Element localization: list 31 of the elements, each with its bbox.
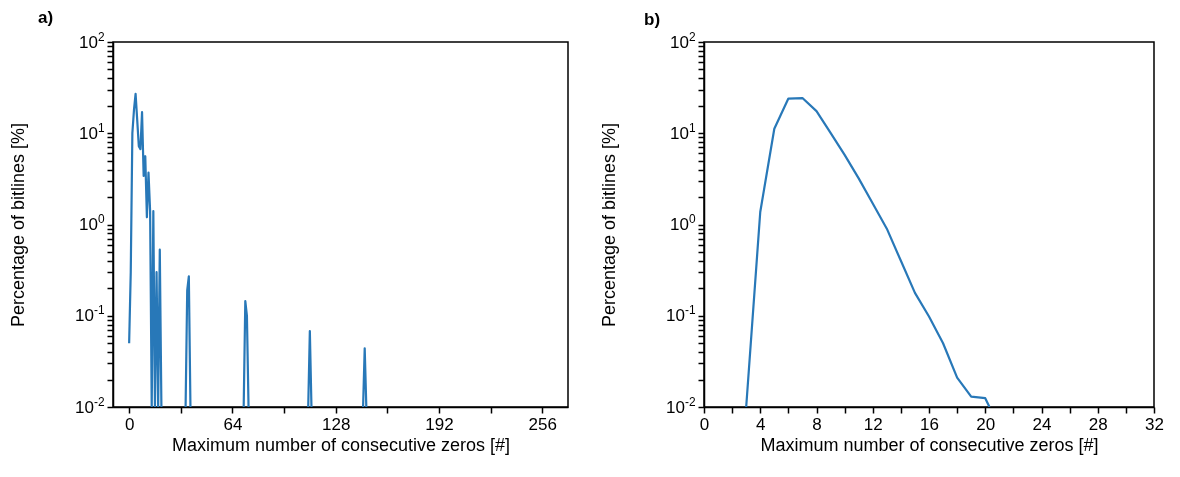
x-tick-label: 4 (756, 414, 766, 434)
x-tick-label: 32 (1145, 414, 1164, 434)
x-tick-label: 64 (223, 414, 243, 434)
line-series (745, 96, 991, 407)
x-tick-label: 128 (321, 414, 351, 434)
x-tick-label: 16 (920, 414, 939, 434)
x-tick-label: 12 (863, 414, 883, 434)
x-tick-label: 28 (1088, 414, 1108, 434)
y-tick-label: 10$^{0}$ (78, 212, 105, 234)
y-axis-title: Percentage of bitlines [%] (8, 122, 29, 328)
y-tick-label: 10$^{-1}$ (75, 303, 105, 326)
x-tick-label: 20 (976, 414, 996, 434)
y-tick-label: 10$^{0}$ (669, 212, 696, 234)
y-tick-label: 10$^{1}$ (78, 120, 105, 143)
x-axis-title: Maximum number of consecutive zeros [#] (171, 434, 511, 455)
x-tick-label: 256 (528, 414, 557, 434)
x-axis-title: Maximum number of consecutive zeros [#] (760, 434, 1099, 455)
x-tick-label: 0 (124, 414, 135, 434)
text: b) (644, 10, 661, 29)
x-tick-label: 8 (812, 414, 822, 434)
y-tick-label: 10$^{1}$ (669, 120, 696, 143)
x-tick-label: 192 (425, 414, 454, 434)
y-axis-title: Percentage of bitlines [%] (599, 122, 620, 328)
y-tick-label: 10$^{-2}$ (75, 394, 105, 417)
y-tick-label: 10$^{2}$ (78, 29, 105, 52)
text: a) (38, 8, 54, 27)
y-tick-label: 10$^{-2}$ (666, 394, 696, 417)
y-tick-label: 10$^{2}$ (669, 29, 696, 52)
x-tick-label: 0 (699, 414, 710, 434)
x-tick-label: 24 (1032, 414, 1052, 434)
y-tick-label: 10$^{-1}$ (666, 303, 696, 326)
